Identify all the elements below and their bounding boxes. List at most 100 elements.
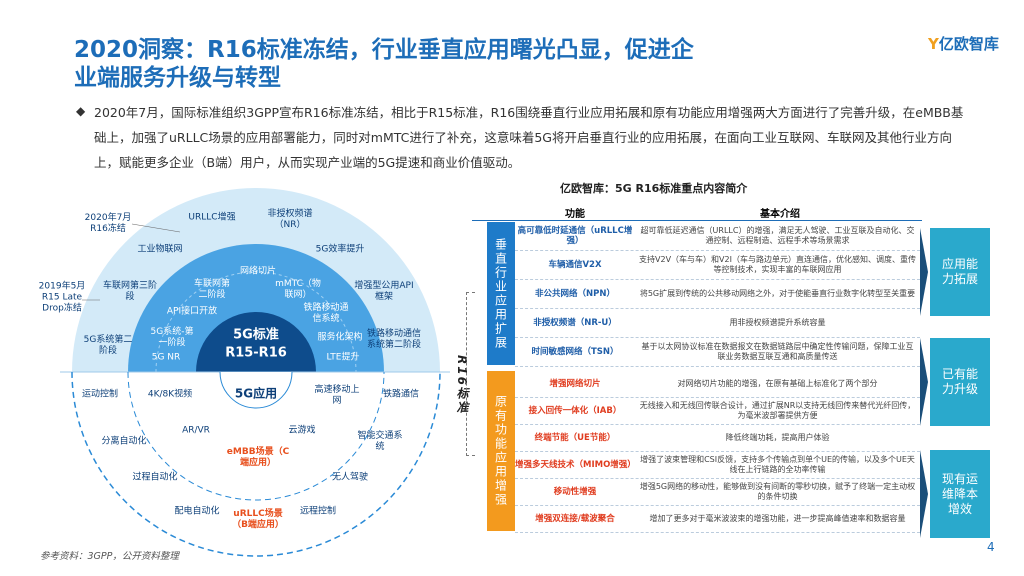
ring-label: 增强型公用API框架 xyxy=(354,281,414,302)
outcome: 现有运维降本增效 xyxy=(930,450,990,538)
middle-dashed xyxy=(127,371,385,501)
table-row: 增强多天线技术（MIMO增强） 增强了波束管理和CSI反馈，支持多个传输点到单个U… xyxy=(515,452,920,479)
table-title: 亿欧智库：5G R16标准重点内容简介 xyxy=(560,182,748,195)
diagram xyxy=(60,188,450,557)
function: 接入回传一体化（IAB） xyxy=(528,406,622,416)
center-label: R15-R16 xyxy=(225,345,287,361)
app-label: AR/VR xyxy=(182,425,210,436)
ring-label: 车联网第三阶段 xyxy=(103,281,158,302)
table-row: 高可靠低时延通信（uRLLC增强） 超可靠低延迟通信（URLLC）的增强，满足无人… xyxy=(515,222,920,251)
app-label: 过程自动化 xyxy=(132,472,178,483)
description: 超可靠低延迟通信（URLLC）的增强，满足无人驾驶、工业互联及自动化、交通控制、… xyxy=(640,226,915,245)
ring-label: 铁路移动通信系统第二阶段 xyxy=(366,329,421,350)
group-label: 原有功能应用增强 xyxy=(487,371,515,531)
description: 将5G扩展到传统的公共移动网络之外，对于使能垂直行业数字化转型至关重要 xyxy=(639,289,916,298)
table-row: 增强双连接/载波聚合 增加了更多对于毫米波波束的增强功能，进一步提高峰值速率和数据… xyxy=(515,506,920,533)
function: 高可靠低时延通信（uRLLC增强） xyxy=(517,226,633,246)
description: 无线接入和无线回传联合设计，通过扩展NR以支持无线回传来替代光纤回传，为毫米波部… xyxy=(639,401,916,420)
annotation: 2020年7月R16冻结 xyxy=(84,213,132,234)
ring-label: 铁路移动通信系统 xyxy=(303,303,349,324)
table-row: 非公共网络（NPN） 将5G扩展到传统的公共移动网络之外，对于使能垂直行业数字化转… xyxy=(515,280,920,309)
table-row: 车辆通信V2X 支持V2V（车与车）和V2I（车与路边单元）直连通信，优化感知、调… xyxy=(515,251,920,280)
table-row: 接入回传一体化（IAB） 无线接入和无线回传联合设计，通过扩展NR以支持无线回传来… xyxy=(515,398,920,425)
ring-label: URLLC增强 xyxy=(188,212,236,223)
page-number: 4 xyxy=(987,540,995,554)
bullet: ◆ xyxy=(76,104,86,118)
app-label: 配电自动化 xyxy=(174,506,220,517)
rule xyxy=(472,220,922,221)
table-header: 基本介绍 xyxy=(760,209,800,220)
logo-text: 亿欧智库 xyxy=(938,35,999,53)
title-line: 业端服务升级与转型 xyxy=(74,65,281,91)
function: 增强网络切片 xyxy=(549,379,601,389)
table-row: 非授权频谱（NR-U） 用非授权频谱提升系统容量 xyxy=(515,309,920,338)
table-row: 移动性增强 增强5G网络的移动性，能够做到没有间断的零秒切换，赋予了终端一定主动权… xyxy=(515,479,920,506)
ring-label: 车联网第二阶段 xyxy=(193,279,230,300)
description: 增加了更多对于毫米波波束的增强功能，进一步提高峰值速率和数据容量 xyxy=(649,514,906,523)
outcome-arrow xyxy=(920,450,928,538)
description: 支持V2V（车与车）和V2I（车与路边单元）直连通信，优化感知、调度、重传等控制… xyxy=(639,255,916,274)
description: 对网络切片功能的增强，在原有基础上标准化了两个部分 xyxy=(677,379,878,388)
logo: Y亿欧智库 xyxy=(928,35,999,53)
table-row: 增强网络切片 对网络切片功能的增强，在原有基础上标准化了两个部分 xyxy=(515,371,920,398)
function: 移动性增强 xyxy=(553,487,597,497)
table-header: 功能 xyxy=(565,209,585,220)
app-label: 智能交通系统 xyxy=(357,431,403,452)
ring-label: 5G效率提升 xyxy=(315,244,365,255)
function: 非授权频谱（NR-U） xyxy=(533,318,617,328)
app-label: 4K/8K视频 xyxy=(147,389,193,400)
app-label: 铁路通信 xyxy=(382,389,419,400)
description: 基于以太网协议标准在数据报文在数据链路层中确定性传输问题，保障工业互联业务数据互… xyxy=(641,342,914,361)
pointer xyxy=(131,223,181,233)
side-label: R16标准 xyxy=(455,355,469,415)
function: 非公共网络（NPN） xyxy=(535,289,615,299)
app-label: 无人驾驶 xyxy=(331,472,368,483)
paragraph: 2020年7月，国际标准组织3GPP宣布R16标准冻结，相比于R15标准，R16… xyxy=(94,105,964,170)
function: 终端节能（UE节能） xyxy=(534,433,616,443)
ring-label: 网络切片 xyxy=(239,266,276,277)
center-label: 5G标准 xyxy=(233,327,279,343)
ring-label: mMTC（物联网） xyxy=(275,279,321,300)
ring-label: 工业物联网 xyxy=(137,244,183,255)
middle-ring xyxy=(128,244,384,372)
ring-label: 服务化架构 xyxy=(317,332,363,343)
outcome-arrow xyxy=(920,338,928,426)
description: 增强了波束管理和CSI反馈，支持多个传输点到单个UE的传输，以及多个UE天线在上… xyxy=(640,455,915,474)
bracket xyxy=(466,292,475,456)
outcome: 已有能力升级 xyxy=(930,338,990,426)
ring-label: 5G NR xyxy=(151,352,181,363)
function: 增强双连接/载波聚合 xyxy=(535,514,615,524)
annotation: 2019年5月R15 Late Drop冻结 xyxy=(38,281,86,314)
outcome: 应用能力拓展 xyxy=(930,228,990,316)
function: 增强多天线技术（MIMO增强） xyxy=(515,460,636,470)
description: 降低终端功耗，提高用户体验 xyxy=(725,433,830,442)
app-label: 远程控制 xyxy=(299,506,336,517)
description: 用非授权频谱提升系统容量 xyxy=(729,318,826,327)
inner-ring xyxy=(155,271,357,373)
ring-label: 非授权频谱（NR） xyxy=(267,209,313,230)
ring-label: 5G系统-第一阶段 xyxy=(150,327,194,348)
title: 2020洞察：R16标准冻结，行业垂直应用曙光凸显，促进企 业端服务升级与转型 xyxy=(74,36,694,92)
outcome-arrow xyxy=(920,228,928,316)
ring-label: LTE提升 xyxy=(326,352,360,363)
app-label: 运动控制 xyxy=(81,389,118,400)
center-circle xyxy=(196,312,316,372)
table-row: 时间敏感网络（TSN） 基于以太网协议标准在数据报文在数据链路层中确定性传输问题，… xyxy=(515,338,920,367)
app-label: 分离自动化 xyxy=(101,436,147,447)
function: 车辆通信V2X xyxy=(548,260,602,270)
app-label: 云游戏 xyxy=(288,425,316,436)
table-row: 终端节能（UE节能） 降低终端功耗，提高用户体验 xyxy=(515,425,920,452)
group-label: 垂直行业应用扩展 xyxy=(487,222,515,365)
title-line: 2020洞察：R16标准冻结，行业垂直应用曙光凸显，促进企 xyxy=(74,37,694,63)
ring-label: 5G系统第二阶段 xyxy=(83,335,133,356)
function: 时间敏感网络（TSN） xyxy=(531,347,619,357)
app-label: 5G应用 xyxy=(234,386,278,401)
app-circle xyxy=(219,371,293,409)
app-label: eMBB场景（C端应用） xyxy=(226,447,290,468)
ring-label: API接口开放 xyxy=(166,306,218,317)
source: 参考资料：3GPP，公开资料整理 xyxy=(40,551,179,562)
app-label: uRLLC场景（B端应用） xyxy=(232,509,284,530)
description: 增强5G网络的移动性，能够做到没有间断的零秒切换，赋予了终端一定主动权的条件切换 xyxy=(639,482,916,501)
app-label: 高速移动上网 xyxy=(314,385,360,406)
